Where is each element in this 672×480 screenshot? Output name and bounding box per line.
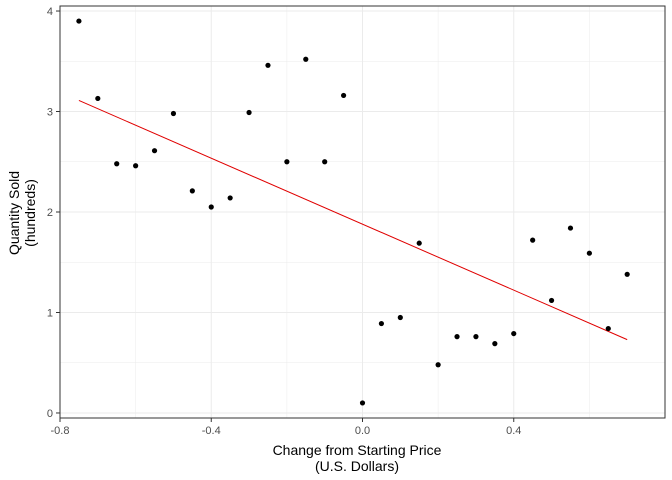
fit-line: [78, 100, 628, 341]
data-point: [359, 400, 366, 406]
data-point: [567, 225, 574, 231]
data-point: [340, 92, 347, 99]
data-point: [284, 159, 290, 165]
data-point: [133, 163, 139, 169]
data-point: [95, 95, 101, 102]
y-tick-label: 0: [47, 408, 53, 420]
data-point: [624, 271, 630, 277]
data-point: [605, 325, 611, 332]
data-point: [303, 56, 309, 62]
y-axis-ticks: 0 1 2 3 4: [47, 6, 60, 420]
data-point: [378, 320, 385, 327]
x-axis-title-line-2: (U.S. Dollars): [315, 458, 399, 474]
data-point: [170, 110, 177, 117]
major-gridlines: [59, 6, 665, 418]
data-point: [246, 109, 252, 116]
data-point: [208, 204, 214, 210]
data-point: [227, 195, 233, 201]
y-axis-title-line-2: (hundreds): [22, 179, 38, 247]
x-tick-label: -0.4: [202, 425, 221, 437]
data-point: [435, 362, 441, 368]
data-point: [265, 62, 271, 68]
data-point: [548, 297, 555, 304]
y-tick-label: 2: [47, 207, 53, 219]
data-point: [586, 250, 592, 256]
data-point: [151, 148, 158, 154]
x-tick-label: 0.4: [506, 425, 521, 437]
data-point: [416, 240, 422, 246]
y-tick-label: 1: [47, 307, 53, 319]
data-point: [473, 334, 479, 340]
data-point: [76, 18, 82, 24]
x-tick-label: 0.0: [355, 425, 370, 437]
data-point: [397, 314, 403, 321]
y-tick-label: 4: [47, 6, 53, 18]
data-point: [454, 334, 460, 340]
x-axis-title-line-1: Change from Starting Price: [273, 442, 442, 458]
y-tick-label: 3: [47, 107, 53, 119]
data-point: [322, 159, 328, 165]
data-point: [511, 330, 517, 337]
data-point: [189, 188, 195, 194]
points-layer: [76, 18, 630, 406]
y-axis-title-line-1: Quantity Sold: [6, 171, 22, 255]
x-axis-ticks: -0.8 -0.4 0.0 0.4: [51, 418, 521, 437]
data-point: [492, 341, 498, 347]
x-tick-label: -0.8: [51, 425, 70, 437]
data-point: [114, 161, 120, 167]
fit-line-layer: [78, 100, 628, 341]
data-point: [530, 237, 536, 243]
